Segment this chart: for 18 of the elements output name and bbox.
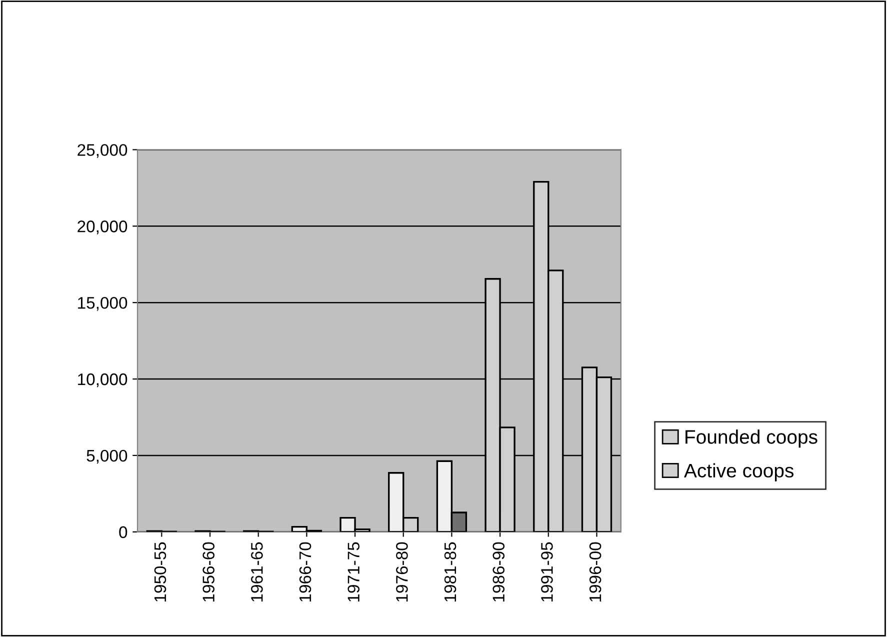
x-tick-label: 1950-55: [154, 542, 166, 602]
y-tick-label: 5,000: [86, 450, 128, 464]
x-tick-label: 1966-70: [299, 542, 312, 602]
y-tick-label: 10,000: [78, 373, 128, 388]
x-tick-label: 1996-00: [589, 542, 602, 602]
y-tick-label: 15,000: [78, 296, 128, 311]
x-tick-label: 1971-75: [348, 542, 360, 602]
x-tick-label: 1986-90: [492, 542, 505, 602]
x-tick-label: 1981-85: [444, 542, 456, 602]
legend-label: Active coops: [684, 463, 794, 482]
y-tick-label: 0: [119, 526, 128, 538]
legend-label: Founded coops: [686, 430, 818, 448]
x-tick-label: 1961-65: [251, 542, 263, 602]
y-tick-label: 25,000: [78, 144, 128, 158]
x-tick-label: 1976-80: [396, 542, 408, 602]
x-tick-label: 1991-95: [541, 542, 553, 602]
x-tick-label: 1956-60: [202, 542, 214, 602]
y-tick-label: 20,000: [78, 220, 128, 234]
